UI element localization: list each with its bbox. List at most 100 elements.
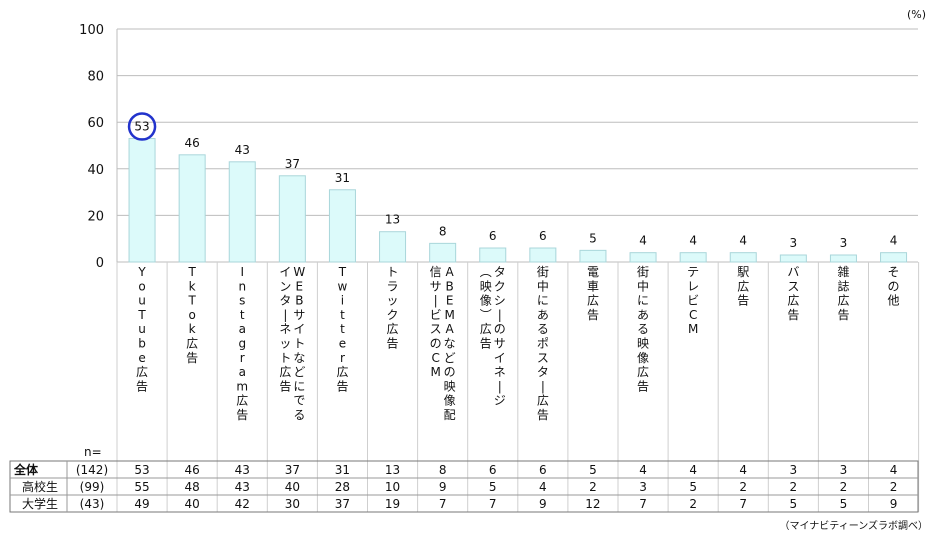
table-cell: 13 — [385, 463, 400, 477]
table-cell: 8 — [439, 463, 447, 477]
category-label-char: タ — [537, 365, 549, 379]
category-label-char: ジ — [494, 394, 506, 408]
category-label-char: M — [430, 365, 440, 379]
table-cell: 7 — [489, 497, 497, 511]
category-label-char: W — [293, 265, 305, 279]
category-label-char: ネ — [494, 365, 506, 379]
category-label-char: | — [541, 379, 545, 393]
category-label-char: 映 — [444, 379, 456, 393]
y-tick-label-20: 20 — [87, 209, 104, 224]
category-label-char: C — [431, 351, 439, 365]
category-label-char: | — [434, 294, 438, 308]
category-label-char: 広 — [787, 294, 799, 308]
table-cell: 6 — [489, 463, 497, 477]
category-label-char: E — [446, 294, 454, 308]
bar-13 — [729, 252, 757, 263]
table-cell: 12 — [585, 497, 600, 511]
table-cell: 2 — [840, 480, 848, 494]
bar-16 — [880, 252, 908, 263]
category-label-char: 映 — [637, 337, 649, 351]
bar-10 — [579, 249, 607, 263]
table-cell: 3 — [790, 463, 798, 477]
category-label-char: レ — [687, 279, 699, 293]
table-cell: 9 — [890, 497, 898, 511]
category-label-char: r — [240, 351, 245, 365]
table-cell: 5 — [840, 497, 848, 511]
category-label-char: な — [444, 337, 456, 351]
category-label-char: テ — [687, 265, 699, 279]
table-cell: 5 — [589, 463, 597, 477]
category-label-char: s — [239, 294, 245, 308]
table-cell: 9 — [439, 480, 447, 494]
category-label-char: の — [494, 322, 506, 336]
category-label-char: 広 — [837, 294, 849, 308]
category-label-char: | — [498, 308, 502, 322]
category-label-char: t — [240, 308, 245, 322]
table-cell: 2 — [739, 480, 747, 494]
category-label-char: ス — [430, 322, 442, 336]
table-n-value: (142) — [76, 463, 108, 477]
category-label-char: タ — [494, 265, 506, 279]
category-label-char: ッ — [279, 337, 291, 351]
category-label-char: 広 — [186, 337, 198, 351]
category-label-char: に — [293, 379, 305, 393]
table-cell: 46 — [185, 463, 200, 477]
bar-value-label: 4 — [639, 234, 647, 248]
category-label-char: g — [238, 337, 246, 351]
category-label-char: T — [187, 294, 196, 308]
category-label-char: イ — [494, 351, 506, 365]
table-cell: 2 — [689, 497, 697, 511]
category-label-char: な — [293, 351, 305, 365]
category-label-char: ど — [293, 365, 305, 379]
y-tick-label-100: 100 — [79, 23, 104, 38]
category-label-char: m — [236, 379, 248, 393]
category-label-char: 告 — [787, 308, 799, 322]
category-label-char: 駅 — [737, 265, 749, 279]
category-label-char: ︵ — [480, 265, 492, 279]
table-cell: 4 — [739, 463, 747, 477]
category-label-char: e — [138, 351, 145, 365]
category-label-char: 他 — [888, 294, 900, 308]
category-label-char: B — [446, 279, 454, 293]
table-cell: 10 — [385, 480, 400, 494]
table-cell: 31 — [335, 463, 350, 477]
table-cell: 4 — [539, 480, 547, 494]
category-label-char: u — [138, 322, 146, 336]
bar-15 — [829, 254, 857, 263]
category-label-char: 映 — [480, 279, 492, 293]
category-label-char: a — [239, 322, 246, 336]
table-cell: 48 — [185, 480, 200, 494]
category-label-char: k — [189, 322, 196, 336]
category-label-char: ネ — [279, 322, 291, 336]
category-label-char: 告 — [637, 379, 649, 393]
category-label-char: 雑 — [837, 264, 849, 279]
category-label-char: 告 — [136, 379, 148, 393]
category-label-char: あ — [537, 308, 549, 322]
table-cell: 7 — [639, 497, 647, 511]
category-label-char: | — [283, 308, 287, 322]
category-label-char: 電 — [587, 265, 599, 279]
category-label-char: に — [537, 294, 549, 308]
category-label-char: w — [338, 279, 348, 293]
table-cell: 53 — [134, 463, 149, 477]
category-label-char: ト — [279, 351, 291, 365]
table-cell: 40 — [285, 480, 300, 494]
bar-12 — [679, 252, 707, 263]
category-label-char: ビ — [430, 308, 442, 322]
category-label-char: E — [296, 279, 304, 293]
table-cell: 28 — [335, 480, 350, 494]
unit-label: (%) — [906, 8, 926, 21]
category-label-char: ッ — [387, 294, 399, 308]
bar-5 — [328, 189, 356, 263]
bar-value-label: 5 — [589, 231, 597, 245]
table-cell: 7 — [439, 497, 447, 511]
bar-11 — [629, 252, 657, 263]
category-label-char: | — [498, 379, 502, 393]
category-label-char: サ — [293, 308, 305, 322]
table-cell: 49 — [134, 497, 149, 511]
category-label-char: r — [340, 351, 345, 365]
